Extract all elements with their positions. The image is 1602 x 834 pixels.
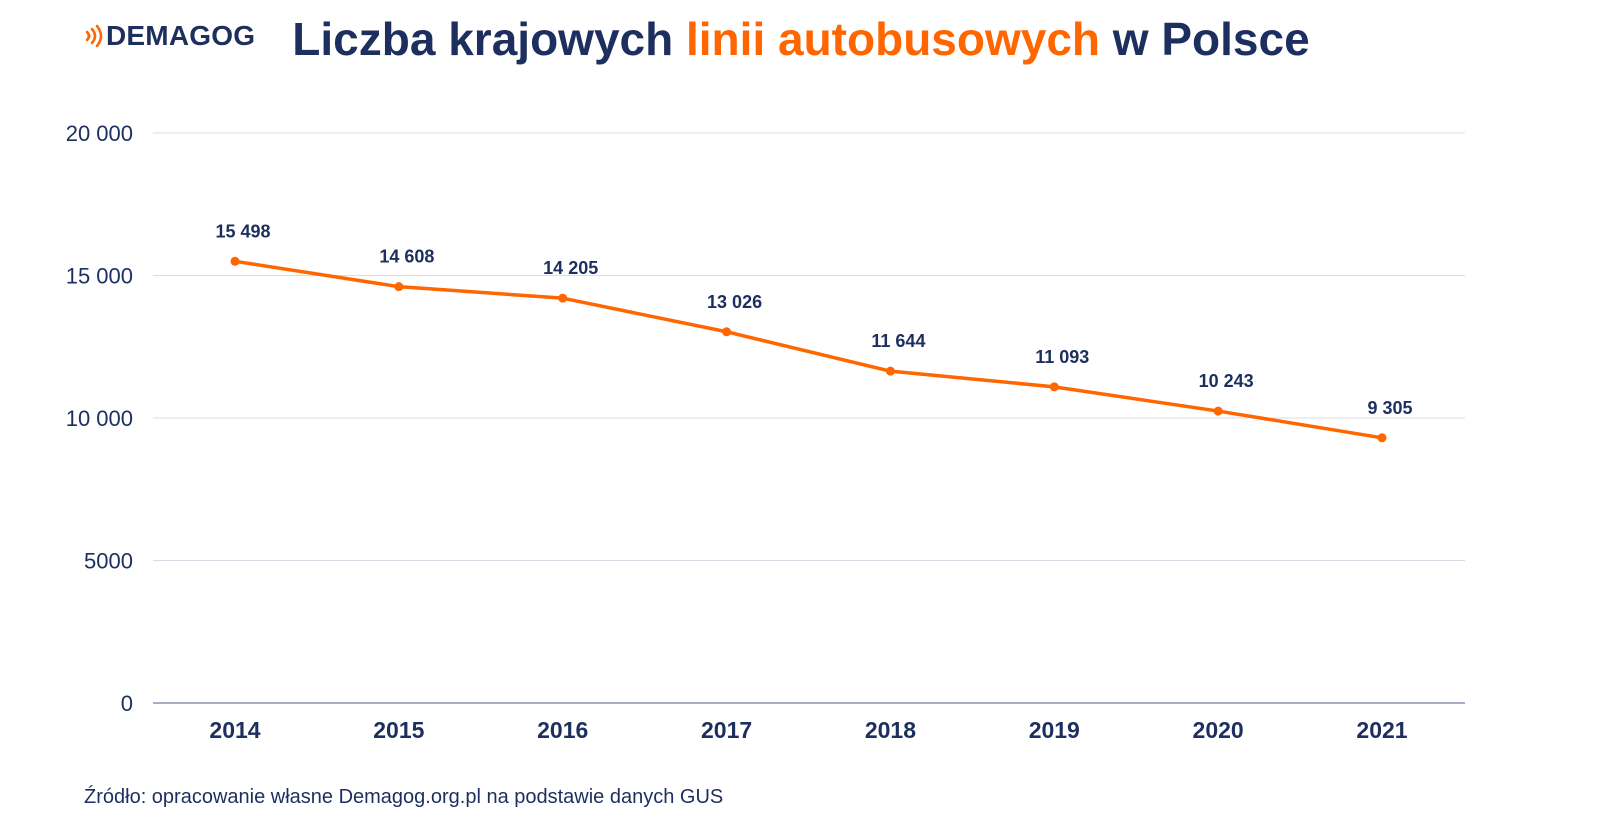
source-note: Źródło: opracowanie własne Demagog.org.p… (84, 786, 724, 808)
chart-title: Liczba krajowych linii autobusowych w Po… (0, 12, 1602, 66)
x-tick-label: 2021 (1356, 717, 1407, 743)
data-label: 11 644 (871, 331, 925, 351)
x-tick-label: 2018 (865, 717, 916, 743)
data-point (1377, 433, 1387, 443)
logo-text: DEMAGOG (106, 20, 256, 51)
data-point (885, 366, 895, 376)
y-tick-label: 5000 (84, 549, 133, 574)
data-label: 14 205 (543, 258, 598, 278)
data-point (394, 282, 404, 292)
title-part2: w Polsce (1100, 13, 1310, 65)
x-tick-label: 2015 (373, 717, 424, 743)
demagog-logo[interactable]: DEMAGOG (84, 18, 255, 54)
data-point (230, 256, 240, 266)
title-part1: Liczba krajowych (292, 13, 686, 65)
series-line (233, 259, 1384, 440)
title-highlight: linii autobusowych (686, 13, 1101, 65)
data-label: 15 498 (215, 221, 270, 241)
y-tick-label: 0 (121, 691, 133, 716)
data-label: 11 093 (1035, 347, 1089, 367)
signal-waves-icon (85, 24, 103, 48)
data-label: 10 243 (1199, 371, 1254, 391)
data-point (558, 293, 568, 303)
data-label: 9 305 (1367, 398, 1412, 418)
x-tick-label: 2017 (701, 717, 752, 743)
x-tick-label: 2014 (209, 717, 260, 743)
data-point (1049, 382, 1059, 392)
y-tick-label: 20 000 (66, 121, 133, 146)
data-label: 13 026 (707, 292, 762, 312)
data-point (722, 327, 732, 337)
y-tick-label: 15 000 (66, 264, 133, 289)
data-point (1213, 406, 1223, 416)
x-tick-label: 2016 (537, 717, 588, 743)
x-tick-label: 2019 (1029, 717, 1080, 743)
data-label: 14 608 (379, 247, 434, 267)
x-tick-label: 2020 (1193, 717, 1244, 743)
y-tick-label: 10 000 (66, 406, 133, 431)
